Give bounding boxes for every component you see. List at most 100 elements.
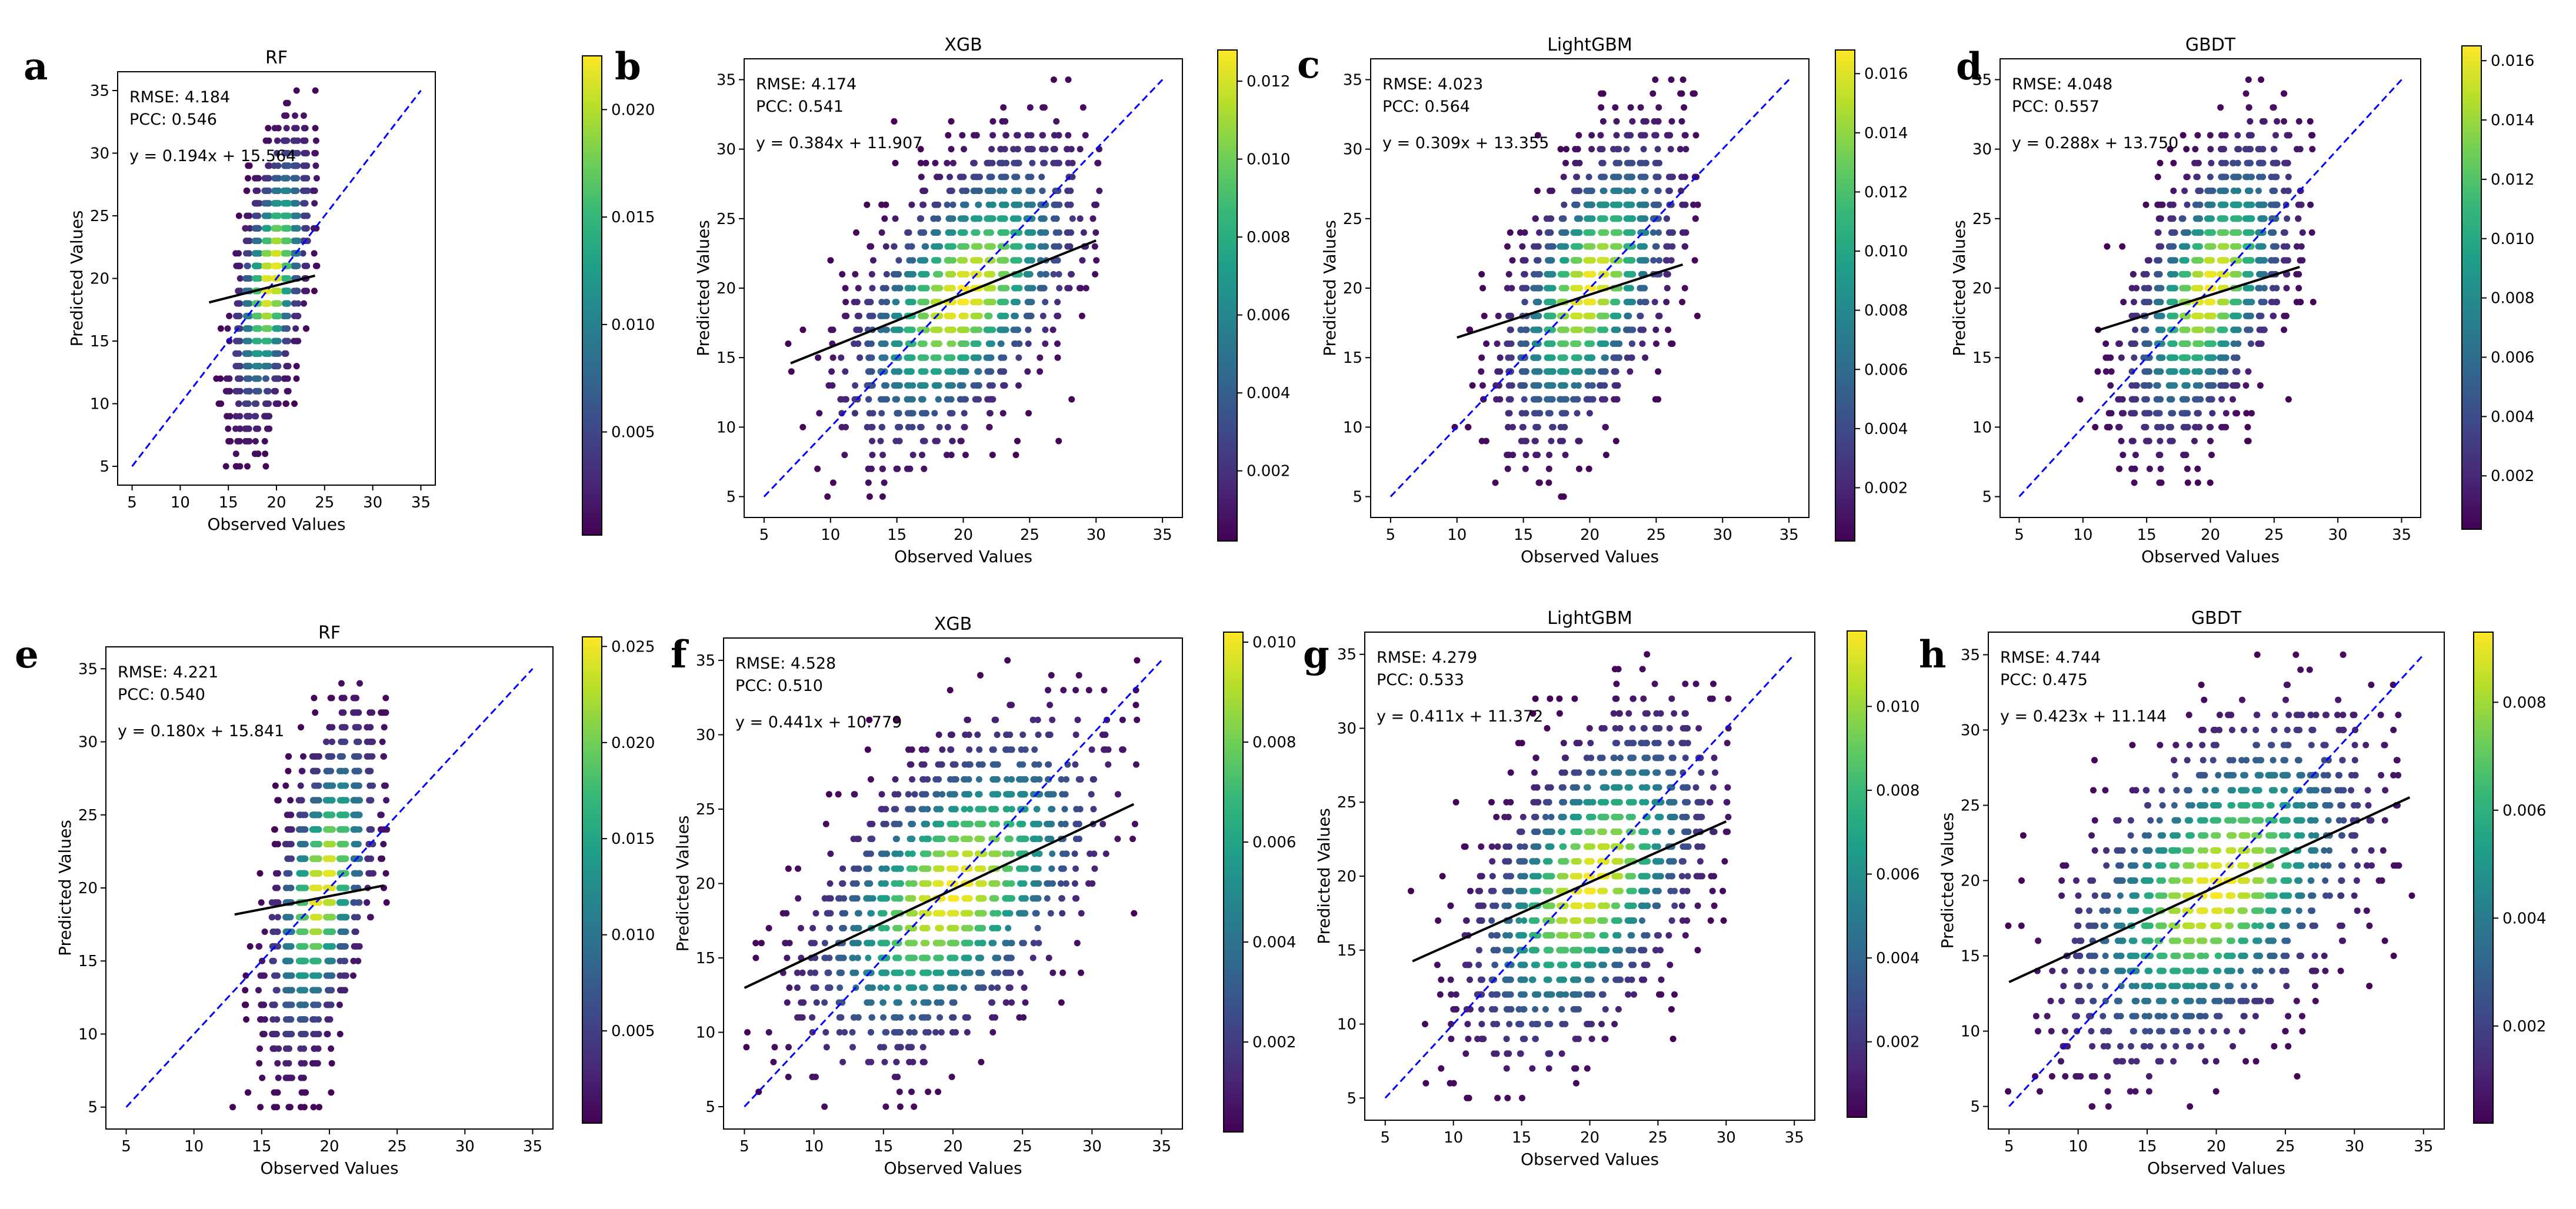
scatter-point (949, 355, 955, 361)
scatter-point (1028, 173, 1034, 180)
scatter-point (1002, 118, 1008, 125)
scatter-point (1561, 215, 1567, 222)
scatter-point (1522, 466, 1529, 472)
scatter-point (1598, 132, 1604, 139)
scatter-point (883, 382, 889, 389)
scatter-point (1599, 313, 1605, 319)
scatter-point (295, 138, 301, 144)
scatter-point (1508, 355, 1515, 361)
scatter-point (814, 466, 821, 472)
scatter-point (997, 257, 1004, 263)
scatter-point (246, 213, 252, 219)
scatter-point (282, 325, 289, 332)
scatter-point (1652, 326, 1659, 333)
scatter-point (959, 313, 965, 319)
scatter-point (294, 363, 300, 369)
scatter-point (1012, 215, 1018, 222)
scatter-point (1586, 466, 1592, 472)
scatter-point (881, 215, 888, 222)
scatter-point (1682, 243, 1688, 250)
scatter-point (864, 299, 871, 305)
scatter-point (1640, 326, 1647, 333)
scatter-point (1465, 424, 1471, 430)
scatter-point (281, 188, 287, 194)
scatter-point (973, 173, 979, 180)
scatter-point (1523, 452, 1529, 458)
scatter-point (1014, 299, 1021, 305)
scatter-point (284, 275, 291, 282)
scatter-point (274, 138, 281, 144)
scatter-point (921, 382, 927, 389)
scatter-point (904, 326, 910, 333)
scatter-point (1597, 146, 1604, 152)
scatter-point (1547, 355, 1553, 361)
scatter-point (1652, 299, 1658, 305)
scatter-point (1025, 410, 1032, 416)
scatter-point (950, 160, 957, 166)
scatter-point (303, 325, 309, 332)
scatter-point (1545, 229, 1551, 236)
scatter-point (1601, 299, 1607, 305)
x-tick-label: 20 (266, 494, 286, 512)
scatter-point (1038, 173, 1045, 180)
scatter-point (1682, 285, 1688, 292)
scatter-point (1681, 104, 1687, 111)
scatter-point (1642, 355, 1648, 361)
scatter-point (1613, 160, 1619, 166)
scatter-point (865, 479, 872, 486)
scatter-point (957, 368, 964, 375)
scatter-point (1534, 368, 1541, 375)
scatter-point (921, 466, 927, 472)
scatter-point (947, 340, 953, 347)
scatter-point (1479, 438, 1485, 445)
scatter-point (868, 424, 875, 430)
scatter-point (1054, 340, 1061, 347)
scatter-point (917, 215, 924, 222)
scatter-point (891, 243, 898, 250)
scatter-point (265, 175, 272, 182)
scatter-point (255, 375, 262, 382)
colorbar-tick-label: 0.004 (1247, 385, 1290, 402)
scatter-point (254, 188, 261, 194)
scatter-point (252, 438, 259, 445)
scatter-point (311, 250, 318, 256)
scatter-point (1612, 313, 1618, 319)
scatter-point (1520, 424, 1527, 430)
scatter-point (1532, 438, 1539, 445)
scatter-point (1042, 326, 1048, 333)
scatter-point (1561, 285, 1568, 292)
scatter-point (1629, 118, 1635, 125)
scatter-point (1680, 76, 1687, 83)
scatter-point (1013, 452, 1019, 458)
scatter-point (272, 288, 279, 294)
scatter-point (891, 118, 898, 125)
scatter-point (1056, 132, 1062, 139)
scatter-point (1628, 229, 1635, 236)
scatter-point (1627, 215, 1634, 222)
scatter-point (1665, 188, 1672, 194)
scatter-point (290, 175, 296, 182)
scatter-point (892, 285, 898, 292)
scatter-point (851, 340, 857, 347)
scatter-point (1576, 368, 1582, 375)
scatter-point (945, 132, 951, 139)
scatter-point (839, 271, 845, 278)
scatter-point (1624, 285, 1630, 292)
scatter-point (233, 450, 239, 457)
scatter-point (947, 215, 954, 222)
scatter-point (894, 382, 900, 389)
scatter-point (934, 326, 940, 333)
scatter-point (1649, 91, 1656, 97)
scatter-point (314, 175, 320, 182)
scatter-point (958, 229, 964, 236)
scatter-point (856, 313, 862, 319)
scatter-point (1571, 326, 1578, 333)
scatter-point (909, 382, 916, 389)
scatter-point (869, 438, 875, 445)
scatter-point (1001, 355, 1007, 361)
scatter-point (1055, 313, 1061, 319)
scatter-point (1561, 202, 1567, 208)
y-tick-label: 15 (717, 349, 736, 367)
scatter-point (1092, 243, 1098, 250)
scatter-point (245, 263, 251, 269)
